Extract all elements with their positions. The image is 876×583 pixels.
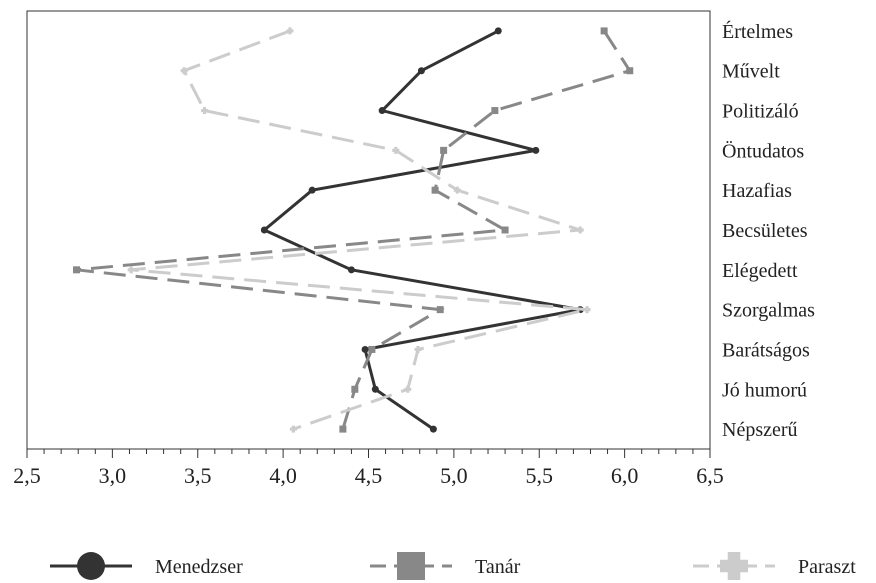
data-point — [600, 27, 608, 35]
legend-label: Menedzser — [155, 556, 243, 578]
x-tick-label: 6,5 — [696, 463, 724, 488]
data-point — [351, 385, 359, 393]
x-tick-label: 2,5 — [13, 463, 41, 488]
data-point — [127, 266, 135, 274]
data-point — [494, 27, 502, 35]
category-label: Politizáló — [722, 101, 799, 123]
data-point — [501, 226, 509, 234]
series-Paraszt — [127, 27, 591, 433]
data-point — [339, 425, 347, 433]
data-point — [436, 306, 444, 314]
x-tick-label: 4,5 — [355, 463, 383, 488]
series-Tanár — [73, 27, 634, 433]
legend-label: Paraszt — [798, 556, 856, 578]
legend-label: Tanár — [475, 556, 521, 578]
series-line — [76, 30, 633, 430]
legend-item: Tanár — [370, 552, 521, 580]
category-label: Öntudatos — [722, 139, 804, 162]
data-point — [347, 266, 355, 274]
legend-item: Menedzser — [50, 552, 243, 580]
data-point — [491, 107, 499, 115]
data-point — [626, 67, 634, 75]
legend-item: Paraszt — [693, 552, 856, 580]
series-line — [261, 29, 581, 431]
x-tick-label: 5,0 — [440, 463, 468, 488]
x-tick-label: 5,5 — [526, 463, 554, 488]
series-line — [131, 29, 588, 431]
category-label: Elégedett — [722, 260, 798, 282]
data-point — [392, 146, 400, 154]
data-point — [286, 27, 294, 35]
x-tick-label: 6,0 — [611, 463, 639, 488]
data-point — [368, 345, 376, 353]
category-label: Jó humorú — [722, 379, 807, 401]
x-tick-label: 3,5 — [184, 463, 212, 488]
data-point — [414, 345, 422, 353]
data-point — [308, 186, 316, 194]
legend-marker — [720, 552, 748, 580]
data-point — [180, 67, 188, 75]
data-point — [453, 186, 461, 194]
data-point — [431, 186, 439, 194]
data-point — [289, 425, 297, 433]
data-point — [583, 306, 591, 314]
data-point — [361, 345, 369, 353]
category-label: Népszerű — [722, 419, 798, 441]
category-label: Becsületes — [722, 220, 808, 242]
category-label: Értelmes — [722, 20, 793, 43]
x-tick-label: 4,0 — [269, 463, 297, 488]
category-label: Barátságos — [722, 339, 810, 361]
data-point — [440, 146, 448, 154]
category-label: Hazafias — [722, 180, 792, 202]
data-point — [404, 385, 412, 393]
category-label: Művelt — [722, 61, 780, 83]
legend-marker — [77, 552, 105, 580]
data-point — [576, 226, 584, 234]
data-point — [378, 107, 386, 115]
legend-marker — [397, 552, 425, 580]
data-point — [371, 385, 379, 393]
data-point — [532, 146, 540, 154]
x-tick-label: 3,0 — [99, 463, 127, 488]
data-point — [260, 226, 268, 234]
data-point — [417, 67, 425, 75]
series-Menedzser — [260, 27, 584, 433]
data-point — [201, 107, 209, 115]
category-label: Szorgalmas — [722, 300, 815, 322]
data-point — [429, 425, 437, 433]
data-point — [73, 266, 81, 274]
